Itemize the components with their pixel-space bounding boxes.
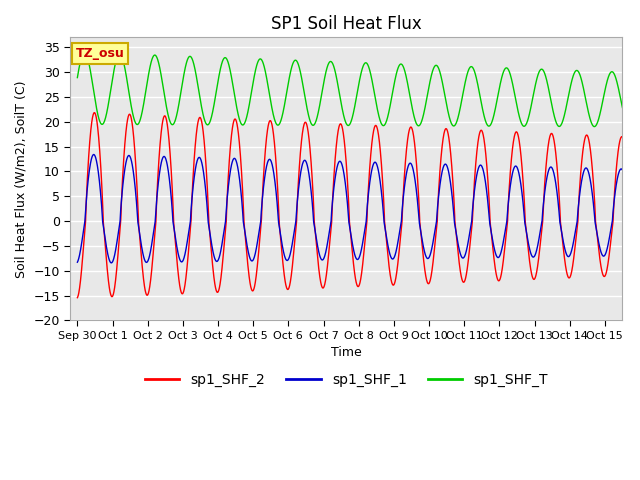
sp1_SHF_T xyxy=(168,122,176,128)
sp1_SHF_1 xyxy=(74,259,81,265)
Text: TZ_osu: TZ_osu xyxy=(76,47,125,60)
sp1_SHF_2 xyxy=(74,295,81,300)
Legend: sp1_SHF_2, sp1_SHF_1, sp1_SHF_T: sp1_SHF_2, sp1_SHF_1, sp1_SHF_T xyxy=(139,368,554,393)
sp1_SHF_2 xyxy=(608,228,616,234)
sp1_SHF_2 xyxy=(549,133,557,139)
Y-axis label: Soil Heat Flux (W/m2), SoilT (C): Soil Heat Flux (W/m2), SoilT (C) xyxy=(15,80,28,277)
sp1_SHF_T xyxy=(307,118,314,124)
sp1_SHF_1 xyxy=(136,233,144,239)
sp1_SHF_T xyxy=(608,69,616,74)
Line: sp1_SHF_T: sp1_SHF_T xyxy=(77,52,623,127)
sp1_SHF_T xyxy=(136,118,143,124)
sp1_SHF_1 xyxy=(168,207,176,213)
sp1_SHF_T xyxy=(619,105,627,110)
Line: sp1_SHF_1: sp1_SHF_1 xyxy=(77,155,623,263)
sp1_SHF_2 xyxy=(619,134,627,140)
sp1_SHF_2 xyxy=(91,110,99,116)
sp1_SHF_1 xyxy=(608,220,616,226)
sp1_SHF_T xyxy=(549,108,557,114)
sp1_SHF_2 xyxy=(168,183,176,189)
sp1_SHF_1 xyxy=(619,167,627,173)
sp1_SHF_T xyxy=(591,124,598,130)
sp1_SHF_T xyxy=(81,49,88,55)
sp1_SHF_2 xyxy=(136,234,143,240)
sp1_SHF_1 xyxy=(550,168,557,174)
sp1_SHF_2 xyxy=(307,148,314,154)
sp1_SHF_T xyxy=(74,75,81,81)
X-axis label: Time: Time xyxy=(331,347,362,360)
sp1_SHF_1 xyxy=(307,181,314,187)
sp1_SHF_1 xyxy=(108,260,115,266)
sp1_SHF_T xyxy=(283,90,291,96)
Line: sp1_SHF_2: sp1_SHF_2 xyxy=(77,113,623,298)
sp1_SHF_2 xyxy=(283,285,291,290)
Title: SP1 Soil Heat Flux: SP1 Soil Heat Flux xyxy=(271,15,422,33)
sp1_SHF_1 xyxy=(283,257,291,263)
sp1_SHF_1 xyxy=(90,152,97,157)
